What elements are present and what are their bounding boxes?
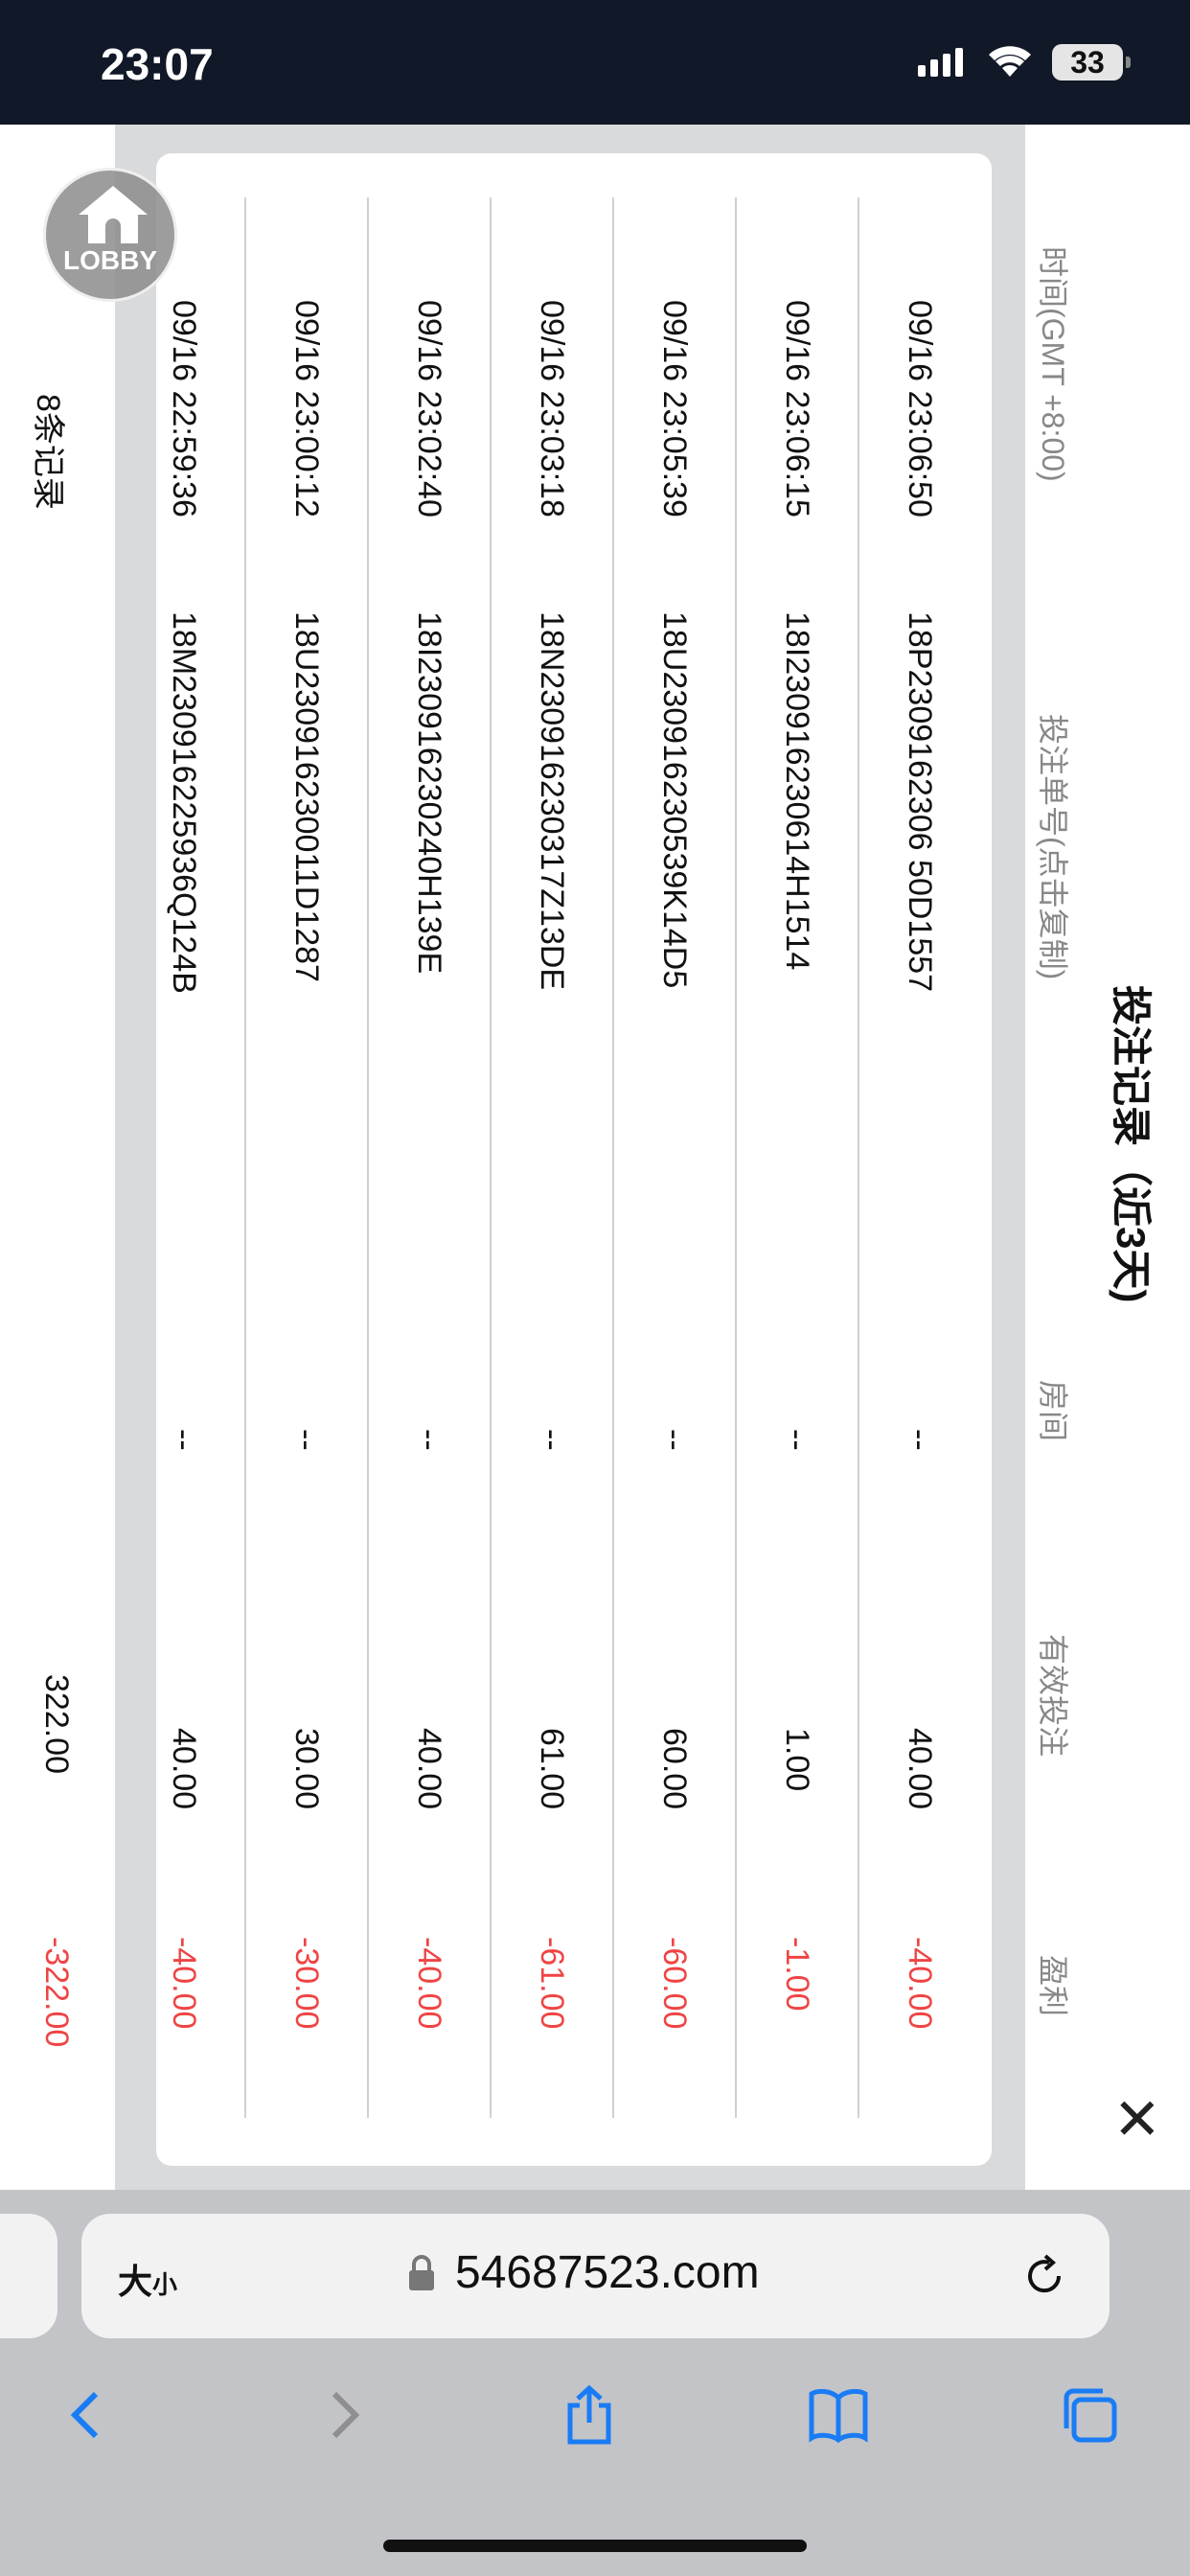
- bet-id[interactable]: 18U230916230539K14D5: [656, 611, 693, 989]
- bet-time: 09/16 23:06:15: [779, 300, 815, 518]
- valid-bet: 40.00: [902, 1728, 938, 1810]
- bet-time: 09/16 23:02:40: [411, 300, 447, 518]
- room: --: [534, 1429, 570, 1451]
- status-bar: 23:07 33: [0, 0, 1190, 125]
- bookmarks-icon[interactable]: [808, 2384, 869, 2446]
- profit-total: -322.00: [38, 1937, 75, 2048]
- record-count: 8条记录: [30, 394, 66, 510]
- records-footer: 8条记录 322.00 -322.00: [0, 125, 115, 2190]
- lobby-label: LOBBY: [63, 245, 157, 275]
- valid-bet: 40.00: [166, 1728, 202, 1810]
- bet-time: 09/16 23:00:12: [288, 300, 325, 518]
- wifi-icon: [989, 46, 1031, 77]
- close-icon[interactable]: ✕: [1104, 2094, 1168, 2143]
- table-row: 09/16 23:06:50 18P2309162306 50D1557 -- 40.…: [858, 197, 980, 2118]
- tabs-icon[interactable]: [1059, 2384, 1120, 2446]
- column-header-profit: 盈利: [1036, 1955, 1070, 2017]
- profit: -61.00: [534, 1937, 570, 2030]
- house-icon: [79, 186, 148, 243]
- profit: -60.00: [656, 1937, 693, 2030]
- text-size-small: 小: [152, 2270, 178, 2299]
- status-time: 23:07: [101, 39, 214, 89]
- url-domain: 54687523.com: [455, 2247, 760, 2298]
- table-row: 09/16 23:02:40 18I230916230240H139E -- 40.0…: [367, 197, 490, 2118]
- bet-id[interactable]: 18N230916230317Z13DE: [534, 611, 570, 991]
- valid-bet: 60.00: [656, 1728, 693, 1810]
- room: --: [166, 1429, 202, 1451]
- share-icon[interactable]: [559, 2384, 620, 2446]
- bet-id[interactable]: 18P2309162306 50D1557: [902, 611, 938, 993]
- text-size-button[interactable]: 大小: [118, 2254, 177, 2304]
- table-row: 09/16 23:06:15 18I230916230614H1514 -- 1.00…: [735, 197, 858, 2118]
- records-table: 09/16 23:06:50 18P2309162306 50D1557 -- 40.…: [156, 153, 992, 2166]
- table-row: 09/16 23:05:39 18U230916230539K14D5 -- 60.0…: [612, 197, 735, 2118]
- signal-icon: [918, 48, 963, 77]
- dialog-title: 投注记录（近3天): [1109, 985, 1154, 1303]
- column-header-valid-bet: 有效投注: [1036, 1634, 1070, 1758]
- room: --: [656, 1429, 693, 1451]
- home-indicator: [383, 2540, 807, 2552]
- text-size-big: 大: [118, 2262, 153, 2301]
- bet-id[interactable]: 18M230916225936Q124B: [166, 611, 202, 994]
- table-row: 09/16 23:03:18 18N230916230317Z13DE -- 61.0…: [490, 197, 612, 2118]
- column-header-time: 时间(GMT +8:00): [1036, 246, 1070, 482]
- valid-bet: 1.00: [779, 1728, 815, 1792]
- bet-time: 09/16 23:03:18: [534, 300, 570, 518]
- bet-id[interactable]: 18I230916230614H1514: [779, 611, 815, 971]
- profit: -40.00: [411, 1937, 447, 2030]
- address-bar[interactable]: 大小 54687523.com: [81, 2214, 1110, 2338]
- bet-id[interactable]: 18I230916230240H139E: [411, 611, 447, 975]
- valid-bet: 40.00: [411, 1728, 447, 1810]
- dialog-header: 投注记录（近3天) ✕ 时间(GMT +8:00) 投注单号(点击复制) 房间 …: [1025, 125, 1190, 2190]
- back-icon[interactable]: [57, 2384, 119, 2446]
- profit: -30.00: [288, 1937, 325, 2030]
- valid-bet: 61.00: [534, 1728, 570, 1810]
- lobby-button[interactable]: LOBBY: [43, 168, 177, 302]
- profit: -1.00: [779, 1937, 815, 2012]
- profit: -40.00: [902, 1937, 938, 2030]
- column-header-room: 房间: [1036, 1380, 1070, 1442]
- lock-icon: [409, 2255, 434, 2290]
- table-row: 09/16 23:00:12 18U230916230011D1287 -- 30.0…: [244, 197, 367, 2118]
- profit: -40.00: [166, 1937, 202, 2030]
- bet-records-dialog: 投注记录（近3天) ✕ 时间(GMT +8:00) 投注单号(点击复制) 房间 …: [0, 125, 1190, 2190]
- room: --: [288, 1429, 325, 1451]
- bet-time: 09/16 23:06:50: [902, 300, 938, 518]
- forward-icon[interactable]: [311, 2384, 373, 2446]
- battery-icon: 33: [1052, 44, 1131, 80]
- room: --: [779, 1429, 815, 1451]
- table-row: 09/16 22:59:36 18M230916225936Q124B -- 40.0…: [122, 197, 244, 2118]
- bet-time: 09/16 23:05:39: [656, 300, 693, 518]
- bet-id[interactable]: 18U230916230011D1287: [288, 611, 325, 982]
- room: --: [902, 1429, 938, 1451]
- room: --: [411, 1429, 447, 1451]
- column-header-bet-id: 投注单号(点击复制): [1036, 714, 1070, 980]
- bet-time: 09/16 22:59:36: [166, 300, 202, 518]
- reload-icon[interactable]: [1020, 2252, 1068, 2300]
- previous-tab[interactable]: [0, 2214, 57, 2338]
- valid-bet-total: 322.00: [38, 1674, 75, 1774]
- valid-bet: 30.00: [288, 1728, 325, 1810]
